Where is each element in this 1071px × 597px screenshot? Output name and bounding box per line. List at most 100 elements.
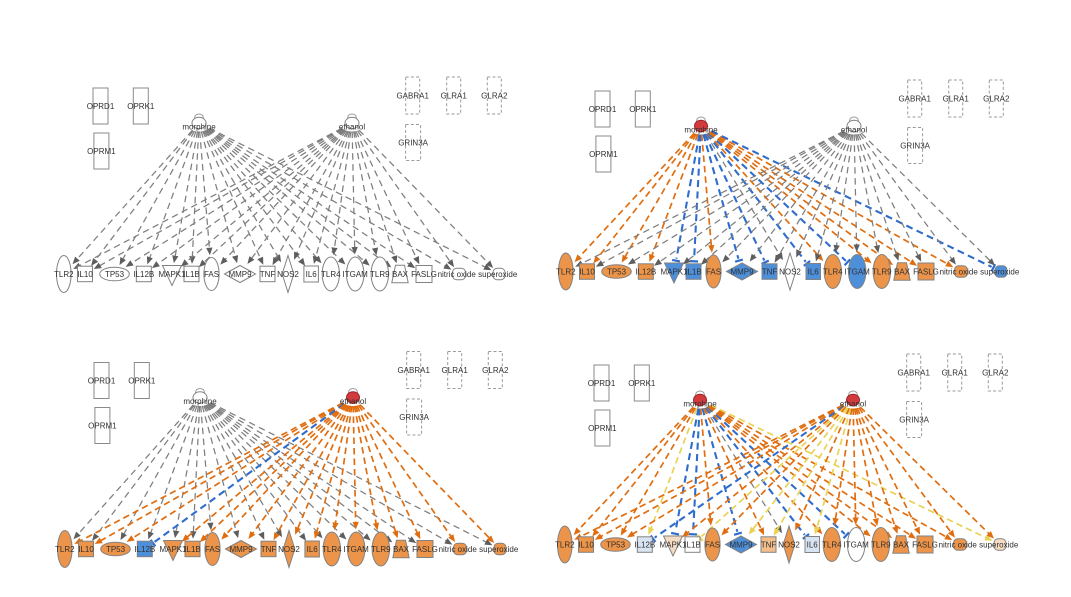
svg-text:MMP9: MMP9: [229, 545, 253, 554]
svg-text:IL10: IL10: [77, 270, 93, 279]
svg-text:OPRD1: OPRD1: [588, 379, 616, 388]
svg-text:OPRM1: OPRM1: [589, 150, 618, 159]
svg-text:FAS: FAS: [706, 267, 721, 276]
svg-text:nitric oxide: nitric oxide: [940, 267, 979, 276]
svg-text:GRIN3A: GRIN3A: [398, 138, 428, 147]
svg-text:TLR4: TLR4: [321, 270, 341, 279]
svg-text:OPRK1: OPRK1: [629, 105, 657, 114]
svg-text:TLR9: TLR9: [872, 267, 892, 276]
svg-text:NOS2: NOS2: [277, 270, 299, 279]
svg-text:BAX: BAX: [894, 267, 911, 276]
svg-text:IL12B: IL12B: [134, 545, 155, 554]
svg-text:IL12B: IL12B: [634, 540, 655, 549]
svg-text:OPRK1: OPRK1: [128, 376, 156, 385]
svg-text:morphine: morphine: [183, 397, 217, 406]
svg-text:FAS: FAS: [204, 270, 219, 279]
svg-text:GLRA1: GLRA1: [942, 368, 969, 377]
svg-text:FASLG: FASLG: [411, 270, 437, 279]
svg-text:IL1B: IL1B: [183, 270, 199, 279]
svg-text:superoxide: superoxide: [979, 540, 1019, 549]
svg-text:TLR2: TLR2: [556, 267, 576, 276]
svg-text:ITGAM: ITGAM: [343, 270, 369, 279]
svg-text:superoxide: superoxide: [478, 270, 518, 279]
svg-text:MAPK1: MAPK1: [159, 545, 187, 554]
svg-text:TNF: TNF: [261, 545, 277, 554]
svg-text:GLRA1: GLRA1: [943, 94, 970, 103]
svg-text:FAS: FAS: [705, 540, 720, 549]
svg-text:TP53: TP53: [607, 267, 627, 276]
svg-text:TNF: TNF: [762, 267, 778, 276]
svg-text:GLRA2: GLRA2: [482, 366, 509, 375]
svg-text:IL1B: IL1B: [184, 545, 200, 554]
svg-text:NOS2: NOS2: [778, 540, 800, 549]
svg-text:OPRD1: OPRD1: [589, 105, 617, 114]
svg-text:IL12B: IL12B: [635, 267, 656, 276]
svg-text:BAX: BAX: [393, 545, 410, 554]
svg-text:nitric oxide: nitric oxide: [438, 270, 477, 279]
svg-text:ethanol: ethanol: [840, 400, 866, 409]
svg-text:MMP9: MMP9: [729, 540, 753, 549]
svg-text:NOS2: NOS2: [779, 267, 801, 276]
svg-text:IL1B: IL1B: [684, 540, 700, 549]
svg-text:GABRA1: GABRA1: [897, 368, 930, 377]
svg-text:OPRK1: OPRK1: [127, 102, 155, 111]
svg-text:OPRD1: OPRD1: [87, 102, 115, 111]
svg-text:TLR4: TLR4: [822, 540, 842, 549]
svg-text:TP53: TP53: [106, 545, 126, 554]
svg-text:ITGAM: ITGAM: [845, 267, 871, 276]
svg-text:OPRD1: OPRD1: [88, 376, 116, 385]
svg-text:FASLG: FASLG: [412, 545, 438, 554]
svg-text:IL6: IL6: [807, 540, 819, 549]
svg-text:GRIN3A: GRIN3A: [900, 141, 930, 150]
svg-text:ethanol: ethanol: [841, 126, 867, 135]
svg-text:OPRM1: OPRM1: [87, 147, 116, 156]
svg-text:NOS2: NOS2: [278, 545, 300, 554]
svg-text:ethanol: ethanol: [339, 123, 365, 132]
svg-text:IL10: IL10: [579, 267, 595, 276]
svg-text:GRIN3A: GRIN3A: [399, 413, 429, 422]
svg-text:TP53: TP53: [105, 270, 125, 279]
svg-text:TLR2: TLR2: [54, 270, 74, 279]
svg-text:GLRA1: GLRA1: [442, 366, 469, 375]
svg-text:IL1B: IL1B: [685, 267, 701, 276]
svg-text:MAPK1: MAPK1: [660, 267, 688, 276]
svg-text:ITGAM: ITGAM: [344, 545, 370, 554]
svg-text:morphine: morphine: [684, 126, 718, 135]
svg-text:FASLG: FASLG: [912, 540, 938, 549]
svg-text:IL12B: IL12B: [133, 270, 154, 279]
svg-text:OPRK1: OPRK1: [628, 379, 656, 388]
svg-text:morphine: morphine: [182, 123, 216, 132]
svg-text:morphine: morphine: [683, 400, 717, 409]
svg-text:TLR4: TLR4: [823, 267, 843, 276]
svg-text:TLR9: TLR9: [871, 540, 891, 549]
svg-text:GABRA1: GABRA1: [397, 366, 430, 375]
svg-text:GLRA2: GLRA2: [481, 91, 508, 100]
svg-text:superoxide: superoxide: [980, 267, 1020, 276]
svg-text:TNF: TNF: [761, 540, 777, 549]
svg-text:TLR2: TLR2: [555, 540, 575, 549]
svg-text:MAPK1: MAPK1: [659, 540, 687, 549]
svg-text:superoxide: superoxide: [479, 545, 519, 554]
svg-text:nitric oxide: nitric oxide: [939, 540, 978, 549]
svg-text:TP53: TP53: [606, 540, 626, 549]
svg-text:IL6: IL6: [307, 545, 319, 554]
svg-text:TLR2: TLR2: [55, 545, 75, 554]
svg-text:IL6: IL6: [808, 267, 820, 276]
svg-text:GABRA1: GABRA1: [898, 94, 931, 103]
svg-text:nitric oxide: nitric oxide: [439, 545, 478, 554]
svg-text:FASLG: FASLG: [913, 267, 939, 276]
svg-text:FAS: FAS: [205, 545, 220, 554]
svg-text:MMP9: MMP9: [228, 270, 252, 279]
svg-text:BAX: BAX: [392, 270, 409, 279]
svg-text:TLR9: TLR9: [371, 545, 391, 554]
svg-text:OPRM1: OPRM1: [588, 424, 617, 433]
svg-text:ITGAM: ITGAM: [844, 540, 870, 549]
svg-text:BAX: BAX: [893, 540, 910, 549]
svg-text:IL10: IL10: [78, 545, 94, 554]
svg-text:GRIN3A: GRIN3A: [899, 415, 929, 424]
svg-text:TNF: TNF: [260, 270, 276, 279]
svg-text:IL10: IL10: [578, 540, 594, 549]
svg-text:OPRM1: OPRM1: [88, 421, 117, 430]
svg-text:GLRA2: GLRA2: [982, 368, 1009, 377]
svg-text:ethanol: ethanol: [340, 397, 366, 406]
